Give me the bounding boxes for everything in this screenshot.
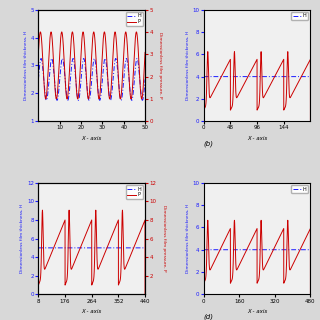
X-axis label: X - axis: X - axis — [82, 136, 102, 141]
Legend: H: H — [291, 185, 308, 193]
X-axis label: X - axis: X - axis — [247, 136, 267, 141]
Y-axis label: Dimensionless film pressure, P: Dimensionless film pressure, P — [158, 32, 163, 99]
X-axis label: X - axis: X - axis — [82, 309, 102, 314]
Y-axis label: Dimensionless film thickness, H: Dimensionless film thickness, H — [186, 204, 190, 273]
X-axis label: X - axis: X - axis — [247, 309, 267, 314]
Legend: H: H — [291, 12, 308, 20]
Text: (b): (b) — [204, 141, 214, 147]
Y-axis label: Dimensionless film thickness, H: Dimensionless film thickness, H — [24, 31, 28, 100]
Y-axis label: Dimensionless film thickness, H: Dimensionless film thickness, H — [20, 204, 24, 273]
Legend: H, P: H, P — [126, 12, 143, 26]
Y-axis label: Dimensionless film thickness, H: Dimensionless film thickness, H — [186, 31, 190, 100]
Legend: H, P: H, P — [126, 185, 143, 199]
Y-axis label: Dimensionless film pressure, P: Dimensionless film pressure, P — [162, 205, 166, 272]
Text: (d): (d) — [204, 314, 214, 320]
